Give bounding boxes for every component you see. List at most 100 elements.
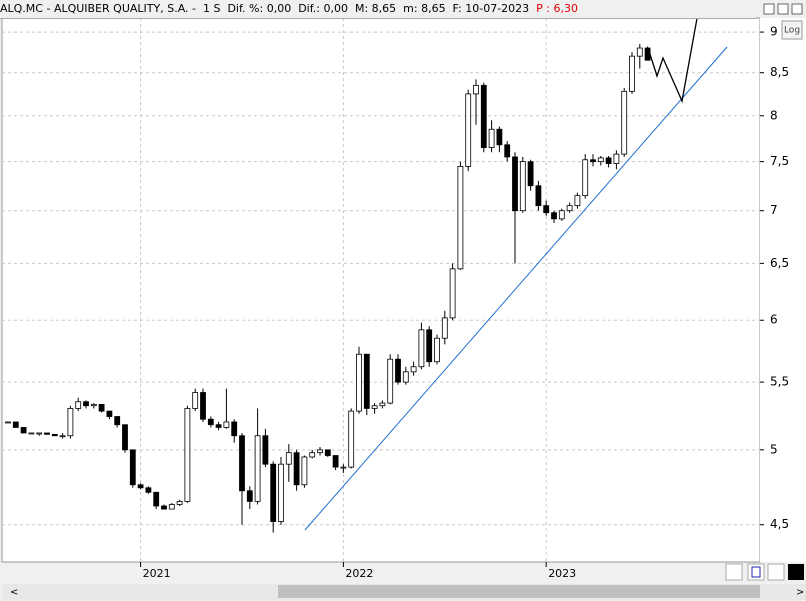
candle-body xyxy=(348,410,355,468)
candle-body xyxy=(153,491,160,507)
candle-body xyxy=(28,432,35,435)
candle-body xyxy=(44,432,50,435)
candle-body xyxy=(465,93,472,167)
candle-body xyxy=(527,161,534,187)
candle-body xyxy=(621,90,628,155)
candle-body xyxy=(558,210,565,220)
y-tick-label: 5 xyxy=(770,442,778,456)
candle-body xyxy=(551,212,557,220)
y-tick-label: 8 xyxy=(770,108,778,122)
close-button[interactable] xyxy=(791,3,803,15)
tool-button[interactable] xyxy=(725,563,743,581)
candle-body xyxy=(20,427,27,434)
candle-body xyxy=(441,317,448,339)
candle-body xyxy=(145,487,152,493)
candle-body xyxy=(59,435,66,438)
candle-body xyxy=(519,161,526,212)
candle-body xyxy=(176,501,183,505)
candle-body xyxy=(67,408,74,437)
candle-body xyxy=(122,424,128,451)
candle-body xyxy=(317,449,323,454)
x-tick-label: 2022 xyxy=(345,567,373,580)
candle-body xyxy=(83,401,89,407)
y-tick-label: 4,5 xyxy=(770,517,789,531)
candle-body xyxy=(207,418,214,426)
candle-body xyxy=(231,421,238,437)
candle-body xyxy=(387,358,394,404)
candle-body xyxy=(535,185,542,207)
candle-body xyxy=(363,353,370,409)
save-icon xyxy=(751,566,761,578)
candle-body xyxy=(75,401,82,409)
candle-body xyxy=(184,408,191,502)
candle-body xyxy=(106,410,113,417)
scroll-left[interactable]: < xyxy=(10,587,18,598)
candle-body xyxy=(90,404,97,407)
candle-body xyxy=(215,424,222,428)
candle-body xyxy=(278,463,284,522)
y-tick-label: 6 xyxy=(770,313,778,327)
x-tick-label: 2023 xyxy=(548,567,576,580)
candle-body xyxy=(332,455,339,468)
candle-body xyxy=(301,456,308,486)
candle-body xyxy=(192,392,199,409)
header: ALQ.MC - ALQUIBER QUALITY, S.A. - 1 S Di… xyxy=(0,0,755,19)
candle-body xyxy=(590,159,596,163)
save-button[interactable] xyxy=(747,563,765,581)
candle-body xyxy=(480,84,487,148)
candle-body xyxy=(636,47,643,57)
maximize-button[interactable] xyxy=(777,3,789,15)
candle-body xyxy=(605,157,612,164)
candle-body xyxy=(488,128,495,148)
pin-button[interactable] xyxy=(767,563,785,581)
y-tick-label: 9 xyxy=(770,25,778,39)
candle-body xyxy=(324,449,331,456)
candle-body xyxy=(426,329,433,363)
grid xyxy=(2,18,760,562)
axis-area xyxy=(760,18,806,562)
candle-body xyxy=(582,159,589,197)
candle-body xyxy=(293,452,300,486)
candle-body xyxy=(574,195,581,207)
candle-body xyxy=(129,449,136,486)
candle-body xyxy=(410,366,417,373)
log-button-label[interactable]: Log xyxy=(784,26,800,36)
candle-body xyxy=(12,421,19,428)
candle-body xyxy=(512,156,518,212)
y-tick-label: 6,5 xyxy=(770,256,789,270)
candle-body xyxy=(566,205,573,212)
candle-body xyxy=(309,452,316,458)
candle-body xyxy=(262,435,269,465)
trend-line xyxy=(304,46,728,531)
candle-body xyxy=(597,157,604,163)
candle-body xyxy=(270,463,277,522)
candle-body xyxy=(379,402,386,407)
candle-body xyxy=(543,205,550,214)
plot-area xyxy=(1,17,761,563)
log-button[interactable] xyxy=(781,20,803,40)
candle-body xyxy=(340,466,347,469)
scroll-thumb[interactable] xyxy=(278,585,760,598)
projection-arrows xyxy=(647,1,701,104)
candle-body xyxy=(239,435,245,492)
price-label: P : 6,30 xyxy=(536,2,578,15)
candle-body xyxy=(246,490,253,502)
candle-body xyxy=(200,392,206,420)
color-button[interactable] xyxy=(788,564,804,580)
y-tick-label: 8,5 xyxy=(770,65,789,79)
y-tick-label: 7 xyxy=(770,203,778,217)
candle-body xyxy=(629,55,635,92)
candle-body xyxy=(36,432,43,435)
candle-body xyxy=(254,435,261,502)
scroll-right[interactable]: > xyxy=(796,587,804,598)
title: ALQ.MC - ALQUIBER QUALITY, S.A. - 1 S Di… xyxy=(0,2,530,15)
candle-body xyxy=(449,268,456,319)
candle-body xyxy=(504,144,511,158)
y-tick-label: 7,5 xyxy=(770,154,789,168)
candle-body xyxy=(223,421,230,428)
minimize-button[interactable] xyxy=(763,3,775,15)
candle-body xyxy=(137,484,144,489)
candle-body xyxy=(356,353,362,412)
candle-body xyxy=(285,452,292,465)
